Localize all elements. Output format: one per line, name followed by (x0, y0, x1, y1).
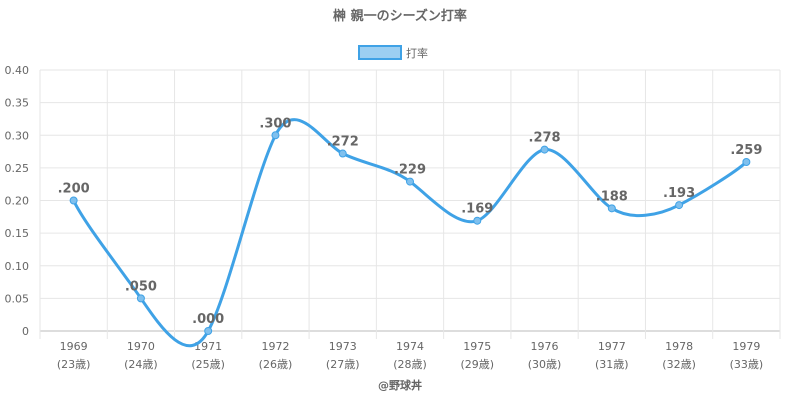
data-labels: .200 .050 .000 .300 .272 .229 .169 .278 .188 .193… (58, 116, 763, 327)
y-tick-label: 0.30 (5, 129, 30, 142)
data-label: .050 (125, 279, 157, 294)
data-label: .000 (192, 312, 224, 327)
data-point[interactable] (742, 158, 751, 167)
data-label: .259 (730, 143, 762, 158)
y-tick-label: 0.40 (5, 64, 30, 77)
x-axis: 1969 (23歳) 1970 (24歳) 1971 (25歳) 1972 (26歳) 1973… (57, 340, 763, 371)
y-tick-label: 0.10 (5, 260, 30, 273)
data-point[interactable] (136, 294, 145, 303)
x-tick-label: 1978 (665, 340, 693, 353)
y-axis: 0 0.05 0.10 0.15 0.20 0.25 0.30 0.35 0.40 (5, 64, 30, 338)
credit: @野球丼 (378, 378, 422, 392)
data-point[interactable] (338, 149, 347, 158)
data-point[interactable] (473, 216, 482, 225)
y-tick-label: 0.05 (5, 292, 30, 305)
data-label: .169 (461, 202, 493, 217)
legend[interactable]: 打率 (358, 45, 428, 60)
x-tick-label: 1977 (598, 340, 626, 353)
x-tick-label: 1970 (127, 340, 155, 353)
legend-label: 打率 (406, 46, 428, 60)
data-label: .278 (529, 131, 561, 146)
x-tick-label: 1975 (463, 340, 491, 353)
y-tick-label: 0.25 (5, 162, 30, 175)
x-tick-sublabel: (33歳) (730, 358, 764, 371)
x-tick-label: 1979 (732, 340, 760, 353)
data-point[interactable] (607, 204, 616, 213)
data-point[interactable] (406, 177, 414, 186)
x-tick-sublabel: (30歳) (528, 358, 562, 371)
legend-swatch (358, 45, 402, 60)
data-point[interactable] (271, 131, 280, 140)
x-tick-sublabel: (23歳) (57, 358, 91, 371)
y-tick-label: 0 (22, 325, 29, 338)
data-point[interactable] (69, 196, 78, 205)
chart-title: 榊 親一のシーズン打率 (333, 8, 467, 24)
data-label: .229 (394, 163, 426, 178)
x-tick-sublabel: (25歳) (191, 358, 225, 371)
y-tick-label: 0.15 (5, 227, 30, 240)
y-tick-label: 0.20 (5, 195, 30, 208)
data-points (69, 131, 751, 335)
data-label: .300 (259, 116, 291, 131)
x-tick-sublabel: (24歳) (124, 358, 158, 371)
data-label: .272 (327, 135, 359, 150)
x-tick-sublabel: (31歳) (595, 358, 629, 371)
data-point[interactable] (675, 201, 684, 210)
x-tick-label: 1976 (531, 340, 559, 353)
x-tick-label: 1969 (60, 340, 88, 353)
data-point[interactable] (204, 327, 213, 335)
data-label: .200 (58, 182, 90, 197)
x-tick-sublabel: (27歳) (326, 358, 360, 371)
x-tick-sublabel: (26歳) (259, 358, 293, 371)
x-tick-label: 1971 (194, 340, 222, 353)
data-label: .188 (596, 189, 628, 204)
y-tick-label: 0.35 (5, 97, 30, 110)
x-tick-sublabel: (29歳) (460, 358, 494, 371)
data-point[interactable] (540, 145, 549, 154)
x-tick-label: 1973 (329, 340, 357, 353)
x-tick-sublabel: (28歳) (393, 358, 427, 371)
x-tick-label: 1974 (396, 340, 424, 353)
data-label: .193 (663, 186, 695, 201)
x-tick-sublabel: (32歳) (662, 358, 696, 371)
grid (39, 69, 781, 339)
x-tick-label: 1972 (261, 340, 289, 353)
